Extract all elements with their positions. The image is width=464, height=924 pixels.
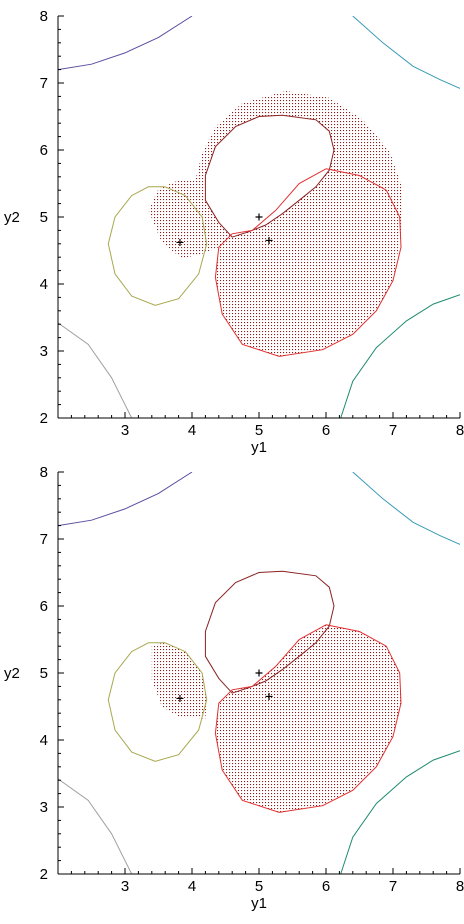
y-tick-label: 6 [40, 142, 48, 159]
contour-line [214, 624, 402, 813]
chart-panel-2: 3 4 5 6 7 8 2 3 4 5 6 7 8 y1 y2 [4, 464, 464, 912]
x-axis-title: y1 [251, 895, 267, 912]
data-point-marker [265, 236, 273, 244]
plot-area [58, 16, 460, 418]
data-point-marker [265, 692, 273, 700]
x-tick-label: 8 [456, 878, 464, 895]
plot-area [58, 472, 460, 874]
contour-line [204, 114, 335, 238]
contour-line [58, 472, 193, 527]
x-axis-title: y1 [251, 439, 267, 456]
x-tick-label: 3 [121, 422, 129, 439]
x-tick-label: 4 [188, 422, 196, 439]
y-tick-label: 3 [40, 343, 48, 360]
contour-line [340, 750, 460, 874]
contour-line [107, 642, 208, 762]
y-tick-label: 5 [40, 209, 48, 226]
contour-line [352, 472, 460, 545]
y-axis-title: y2 [4, 209, 20, 226]
shaded-region [215, 624, 401, 813]
shaded-region [151, 642, 207, 719]
y-tick-label: 2 [40, 410, 48, 427]
y-tick-label: 7 [40, 531, 48, 548]
x-tick-label: 7 [389, 422, 397, 439]
unshaded-region [205, 115, 334, 238]
y-tick-label: 3 [40, 799, 48, 816]
chart-panel-1: 3 4 5 6 7 8 2 3 4 5 6 7 8 y1 y2 [4, 8, 464, 456]
y-tick-label: 6 [40, 598, 48, 615]
contour-line [340, 294, 460, 418]
y-tick-label: 4 [40, 732, 48, 749]
y-tick-label: 2 [40, 866, 48, 883]
contour-line [214, 168, 402, 357]
contour-line [58, 16, 193, 71]
y-tick-label: 8 [40, 8, 48, 25]
y-tick-label: 5 [40, 665, 48, 682]
x-tick-label: 5 [255, 878, 263, 895]
data-point-marker [255, 213, 263, 221]
contour-line [107, 186, 208, 306]
x-tick-label: 7 [389, 878, 397, 895]
y-tick-label: 7 [40, 75, 48, 92]
data-point-marker [176, 694, 184, 702]
y-axis-title: y2 [4, 665, 20, 682]
contour-line [352, 16, 460, 89]
x-tick-label: 3 [121, 878, 129, 895]
data-point-marker [255, 669, 263, 677]
x-tick-label: 5 [255, 422, 263, 439]
contour-line [204, 570, 335, 694]
y-tick-label: 4 [40, 276, 48, 293]
x-tick-label: 8 [456, 422, 464, 439]
x-tick-label: 6 [322, 878, 330, 895]
x-tick-label: 6 [322, 422, 330, 439]
y-tick-label: 8 [40, 464, 48, 481]
contour-line [58, 778, 133, 874]
data-point-marker [176, 238, 184, 246]
contour-line [58, 322, 133, 418]
x-tick-label: 4 [188, 878, 196, 895]
